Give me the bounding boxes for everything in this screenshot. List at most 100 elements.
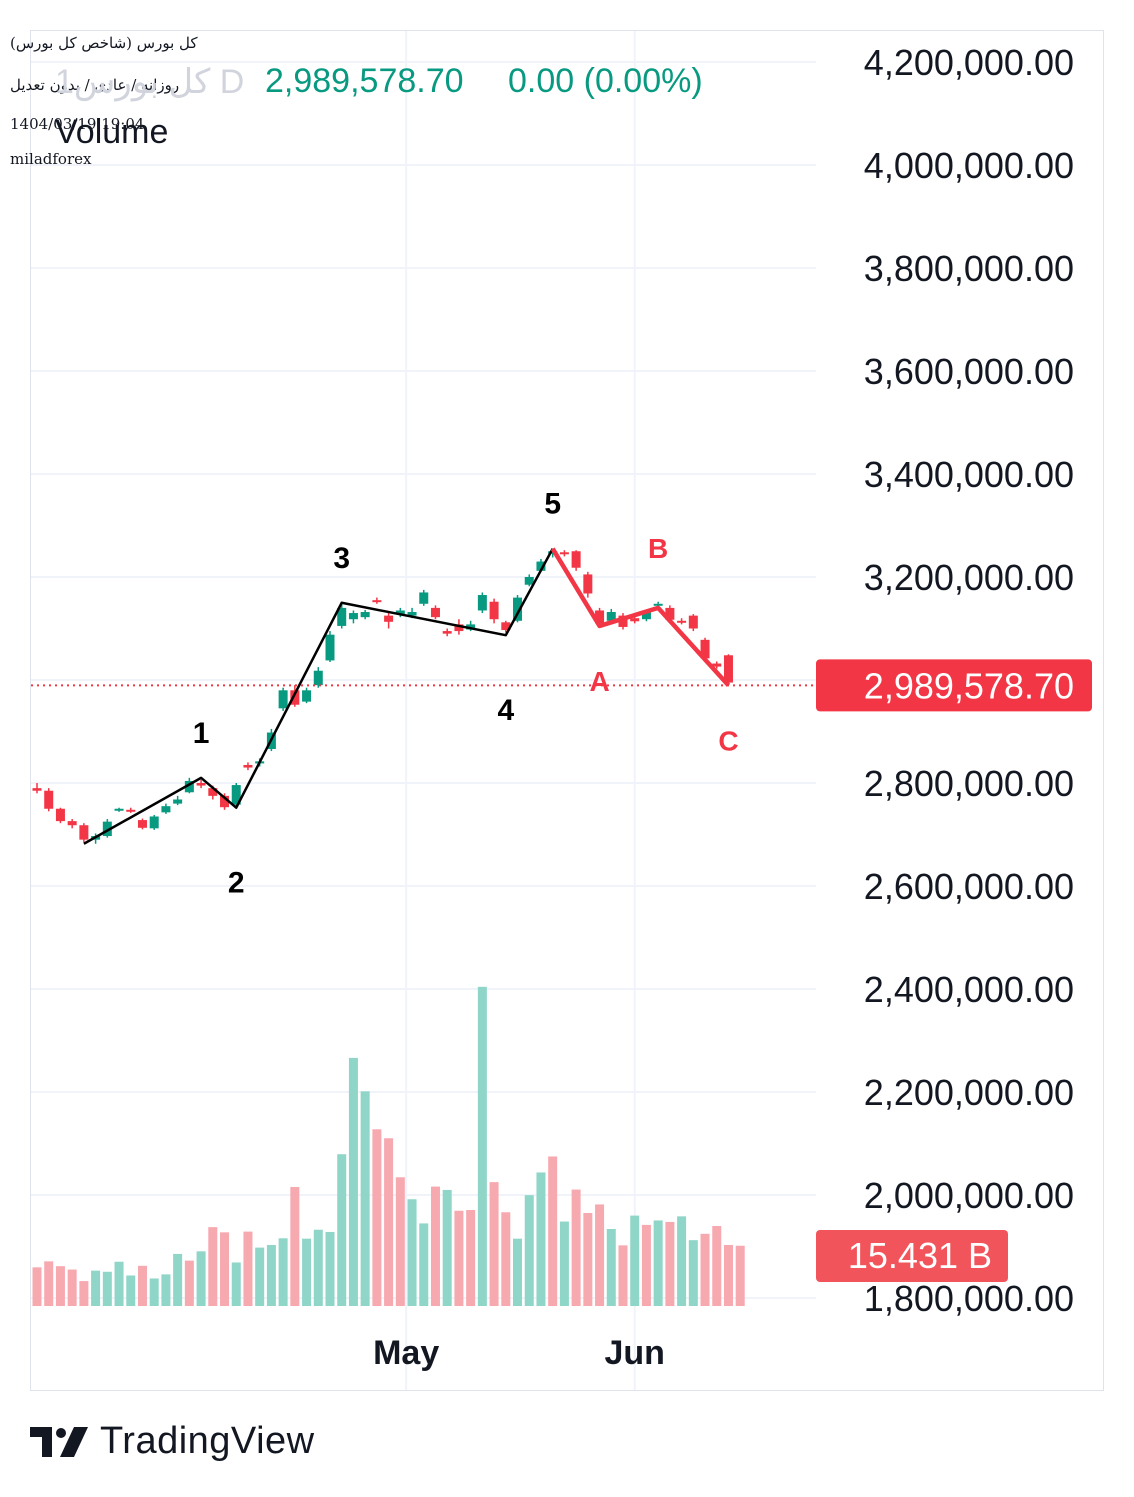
candles xyxy=(32,548,733,844)
volume-bar xyxy=(79,1281,89,1306)
candle-body xyxy=(477,595,487,611)
price-tick-label: 2,800,000.00 xyxy=(864,763,1074,804)
candle xyxy=(583,571,593,598)
price-tick-label: 3,200,000.00 xyxy=(864,557,1074,598)
candle xyxy=(348,610,358,624)
volume-bar xyxy=(313,1229,323,1306)
candle xyxy=(430,605,440,620)
candle xyxy=(395,607,405,618)
time-axis: May Jun xyxy=(373,1334,665,1372)
price-tick-label: 3,400,000.00 xyxy=(864,454,1074,495)
last-price-label: 2,989,578.70 xyxy=(864,665,1074,706)
volume-label: 15.431 B xyxy=(848,1235,992,1276)
candle xyxy=(55,807,65,824)
candle xyxy=(231,783,241,807)
candle-body xyxy=(44,790,54,809)
volume-bar xyxy=(595,1204,605,1306)
last-price-badge xyxy=(816,659,1092,712)
candle-body xyxy=(231,785,241,805)
candle-body xyxy=(243,764,253,768)
candle xyxy=(243,762,253,771)
volume-bar xyxy=(583,1213,593,1306)
volume-bar xyxy=(337,1154,347,1306)
candle-body xyxy=(102,821,112,837)
volume-bar xyxy=(372,1129,382,1306)
candle xyxy=(419,589,429,606)
volume-bar xyxy=(220,1232,230,1306)
price-tick-label: 2,200,000.00 xyxy=(864,1072,1074,1113)
candle-body xyxy=(55,808,65,822)
volume-bar xyxy=(524,1195,534,1306)
candle xyxy=(67,819,77,829)
volume-bar xyxy=(454,1210,464,1306)
volume-bar xyxy=(466,1210,476,1306)
candle-body xyxy=(278,690,288,709)
candle-body xyxy=(372,600,382,603)
volume-bar xyxy=(688,1240,698,1306)
candle xyxy=(524,574,534,587)
candle-body xyxy=(430,607,440,618)
volume-bar xyxy=(243,1231,253,1306)
candle xyxy=(489,598,499,624)
volume-bar xyxy=(114,1261,124,1306)
chart-frame xyxy=(30,30,1104,1391)
volume-bar xyxy=(55,1266,65,1306)
volume-bars xyxy=(32,986,745,1306)
volume-bar xyxy=(173,1253,183,1306)
volume-bar xyxy=(712,1226,722,1306)
candle-body xyxy=(723,655,733,683)
volume-bar xyxy=(67,1269,77,1306)
volume-bar xyxy=(208,1227,218,1306)
candle-body xyxy=(571,551,581,568)
volume-bar xyxy=(606,1228,616,1306)
candle-body xyxy=(712,663,722,667)
volume-bar xyxy=(653,1220,663,1306)
header-last-price: 2,989,578.70 xyxy=(265,62,464,100)
volume-bar xyxy=(501,1212,511,1306)
volume-bar xyxy=(266,1244,276,1306)
grid xyxy=(31,31,816,1390)
candle xyxy=(149,814,159,830)
candle xyxy=(79,823,89,843)
volume-bar xyxy=(677,1216,687,1306)
candle-body xyxy=(665,607,675,620)
price-overlays: 2,989,578.70 15.431 B xyxy=(31,659,1092,1282)
volume-bar xyxy=(407,1199,417,1306)
wave-label-1: 1 xyxy=(193,717,210,750)
candle xyxy=(384,613,394,629)
candle-body xyxy=(184,780,194,793)
candle-body xyxy=(606,612,616,621)
candle-body xyxy=(173,799,183,804)
candle-body xyxy=(149,816,159,829)
candle xyxy=(618,613,628,630)
volume-bar xyxy=(44,1261,54,1306)
candle-body xyxy=(536,561,546,571)
volume-bar xyxy=(184,1260,194,1306)
volume-bar xyxy=(32,1267,42,1306)
price-tick-label: 1,800,000.00 xyxy=(864,1278,1074,1319)
symbol-line: (کل بورس (شاخص کل بورس xyxy=(10,34,198,52)
volume-bar xyxy=(618,1245,628,1306)
candle-body xyxy=(302,690,312,702)
volume-bar xyxy=(735,1245,745,1306)
candle-body xyxy=(325,634,335,661)
candle-body xyxy=(208,788,218,796)
settings-line: روزانه / عادی / بدون تعدیل xyxy=(10,76,180,94)
candle xyxy=(442,628,452,637)
wave-label-2: 2 xyxy=(228,867,245,900)
candle xyxy=(559,550,569,557)
price-axis: 4,200,000.00 4,000,000.00 3,800,000.00 3,60… xyxy=(864,42,1074,1319)
candle-body xyxy=(79,825,89,840)
tradingview-logo[interactable]: TradingView xyxy=(30,1420,315,1463)
elliott-waves: 1 2 3 4 5 A B C xyxy=(83,488,739,900)
volume-bar xyxy=(641,1224,651,1306)
candle xyxy=(677,618,687,625)
candle xyxy=(712,661,722,669)
volume-bar xyxy=(442,1189,452,1306)
candle xyxy=(302,687,312,704)
header-change: 0.00 (0.00%) xyxy=(508,62,703,100)
candle xyxy=(337,602,347,629)
candle-body xyxy=(313,670,323,686)
price-tick-label: 4,000,000.00 xyxy=(864,145,1074,186)
